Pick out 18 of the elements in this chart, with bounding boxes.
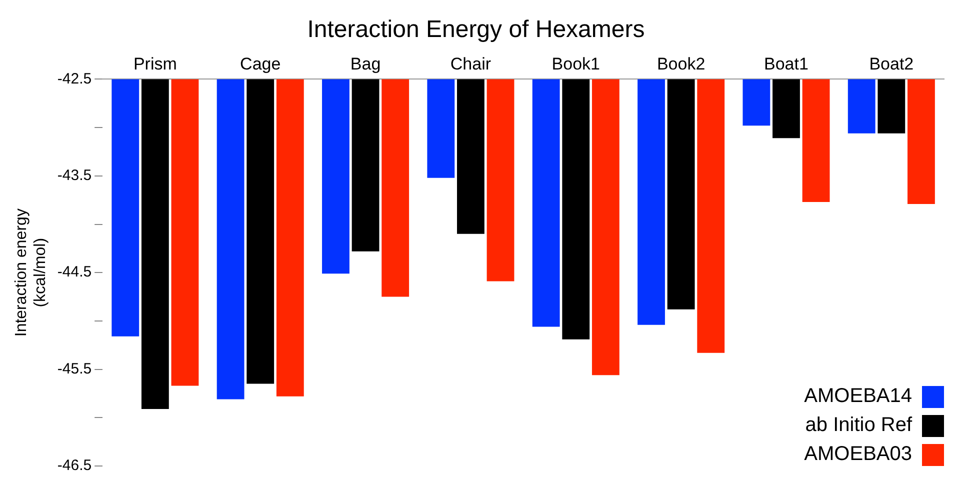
x-tick-label: Chair xyxy=(450,54,492,74)
x-tick-label: Boat2 xyxy=(869,54,914,74)
y-tick-label: -46.5 xyxy=(57,457,92,474)
y-tick-label: -43.5 xyxy=(57,167,92,184)
x-tick-label: Cage xyxy=(240,54,281,74)
y-tick-label: -42.5 xyxy=(57,70,92,88)
y-axis-title: Interaction energy (kcal/mol) xyxy=(13,208,50,337)
y-tick-label: -44.5 xyxy=(57,264,92,281)
x-tick-label: Bag xyxy=(350,54,381,74)
legend-label: ab Initio Ref xyxy=(805,414,912,437)
x-tick-label: Prism xyxy=(133,54,177,74)
x-tick-label: Book1 xyxy=(552,54,600,74)
legend-label: AMOEBA14 xyxy=(804,385,912,408)
y-tick-label: -45.5 xyxy=(57,360,92,378)
x-tick-label: Book2 xyxy=(656,54,706,74)
legend-label: AMOEBA03 xyxy=(804,443,912,466)
chart-title: Interaction Energy of Hexamers xyxy=(307,16,645,44)
x-tick-label: Boat1 xyxy=(764,54,808,74)
